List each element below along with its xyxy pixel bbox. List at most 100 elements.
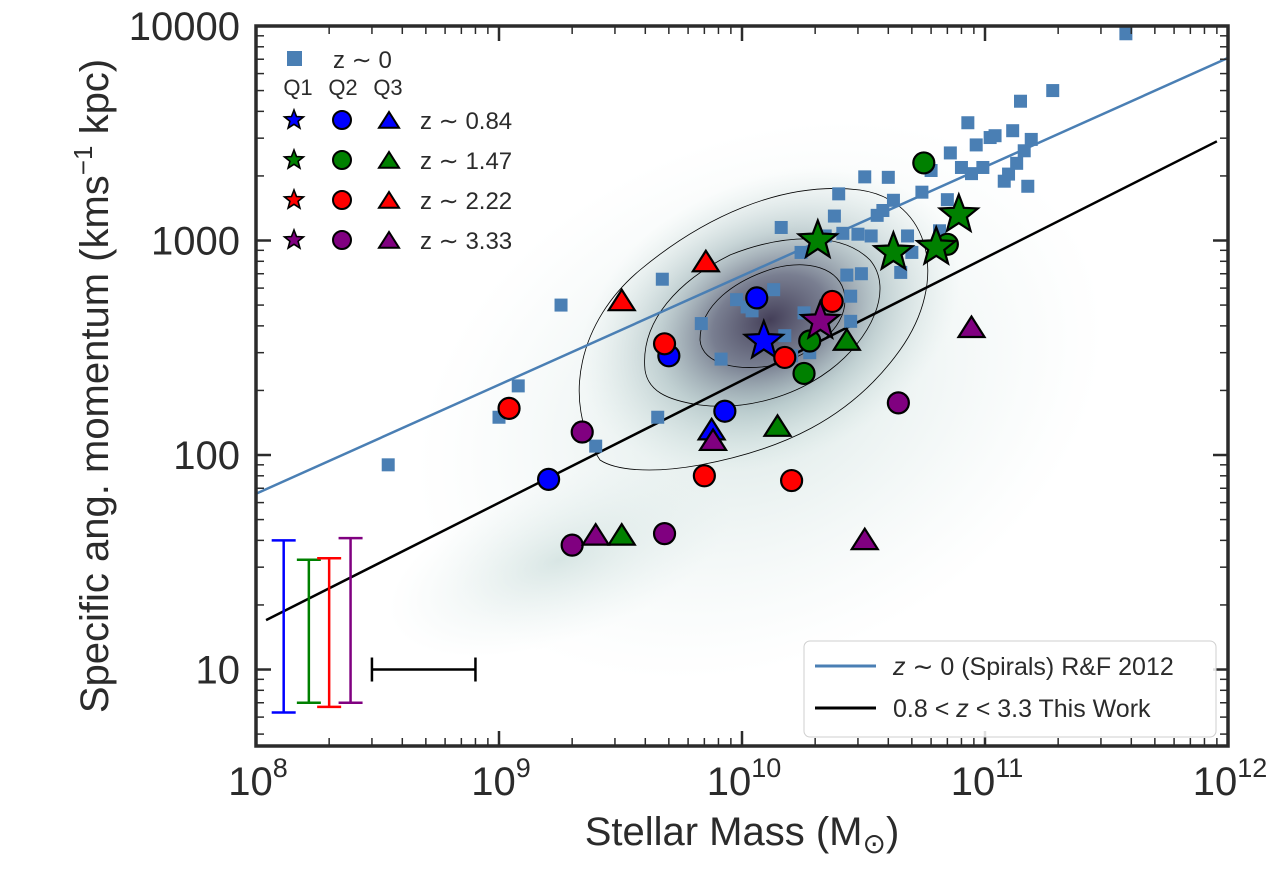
legend-line-work-italic: z: [955, 695, 969, 723]
legend-circle-icon: [332, 110, 352, 130]
legend-z0-label: z ∼ 0: [333, 47, 392, 74]
z0-point: [954, 160, 968, 174]
x-tick-base: 10: [471, 760, 516, 804]
x-tick-exp: 10: [751, 753, 781, 783]
x-axis-label-end: ): [886, 810, 899, 854]
z0-point: [511, 379, 525, 393]
z0-point: [881, 170, 895, 184]
z0-point: [554, 298, 568, 312]
z0-point: [694, 317, 708, 331]
legend-line-label-z0: z ∼ 0 (Spirals) R&F 2012: [892, 653, 1174, 681]
legend-line-work-pre: 0.8 <: [893, 695, 956, 723]
q2-circle-point: [886, 391, 910, 415]
y-tick-label: 10000: [129, 5, 240, 49]
q2-circle-point: [820, 289, 844, 314]
legend-star-icon: [282, 147, 306, 170]
legend-lines-box: [803, 640, 1217, 738]
x-tick-label: 1011: [951, 753, 1024, 804]
z0-point: [901, 229, 915, 243]
y-tick-labels: 10 100 1000 10000: [129, 5, 240, 693]
q2-circle-point: [780, 468, 804, 493]
x-axis-label-main: Stellar Mass (M: [585, 810, 863, 854]
y-axis-label-sup: −1: [68, 146, 98, 176]
z0-point: [1002, 167, 1016, 181]
z0-point: [1119, 27, 1133, 41]
z0-point: [858, 170, 872, 184]
z0-point: [886, 193, 900, 207]
y-axis-label: Specific ang. momentum (kms−1 kpc): [68, 59, 117, 713]
q2-circle-point: [497, 396, 521, 420]
q2-circle-point: [912, 151, 936, 175]
q1-star-point: [795, 217, 840, 260]
q3-triangle-point: [831, 327, 862, 351]
z0-point: [1021, 179, 1035, 193]
z0-point: [1024, 132, 1038, 146]
x-axis-label-sub: ⊙: [863, 828, 886, 859]
x-tick-exp: 9: [516, 753, 531, 783]
legend-line-z0-post: (Spirals) R&F 2012: [954, 653, 1174, 681]
x-tick-base: 10: [707, 760, 752, 804]
z0-point: [836, 226, 850, 240]
legend-triangle-icon: [377, 150, 401, 169]
legend-line-work-post: < 3.3 This Work: [969, 695, 1151, 723]
legend-circle-icon: [332, 230, 352, 250]
legend-z0-marker: [287, 51, 302, 66]
q3-triangle-point: [606, 522, 637, 546]
x-tick-label: 108: [228, 753, 288, 804]
series-points: [497, 151, 987, 557]
x-tick-labels: 108 109 1010 1011 1012: [228, 753, 1267, 804]
z0-point: [965, 167, 979, 181]
legend-row-label: z ∼ 0.84: [420, 108, 512, 135]
y-axis-label-pre: Specific ang. momentum (kms: [73, 175, 117, 713]
q1-star-point: [798, 298, 843, 341]
x-tick-base: 10: [1193, 760, 1238, 804]
z0-point: [851, 227, 865, 241]
legend-header-q1: Q1: [283, 75, 312, 100]
y-axis-label-post: kpc): [73, 59, 117, 146]
ticks: [254, 24, 1230, 746]
fit-line-0: [256, 56, 1228, 495]
z0-point: [827, 209, 841, 223]
q2-circle-point: [692, 464, 716, 488]
z0-point: [794, 245, 808, 259]
z0-point: [774, 220, 788, 234]
plot-area: [256, 27, 1228, 714]
legend-triangle-icon: [377, 110, 401, 129]
x-tick-label: 1012: [1193, 753, 1268, 804]
legend-line-z0-mid: ∼ 0: [906, 653, 955, 681]
q3-triangle-point: [580, 522, 611, 546]
legend-header-q2: Q2: [328, 75, 357, 100]
legend-circle-icon: [332, 190, 352, 210]
legend-lines: z ∼ 0 (Spirals) R&F 2012 0.8 < z < 3.3 T…: [803, 640, 1217, 738]
z0-point: [381, 458, 395, 472]
x-tick-exp: 11: [995, 753, 1023, 783]
legend-line-z0-italic: z: [892, 653, 906, 681]
legend-row-label: z ∼ 3.33: [420, 228, 512, 255]
z0-point: [840, 268, 854, 282]
z0-point: [1017, 144, 1031, 158]
z0-points: [381, 27, 1133, 472]
z0-point: [589, 439, 603, 453]
q1-star-point: [871, 229, 916, 272]
z0-point: [854, 267, 868, 281]
q3-triangle-point: [849, 526, 880, 551]
q2-circle-point: [713, 399, 737, 423]
q1-star-point: [914, 224, 959, 266]
z0-point: [961, 116, 975, 130]
legend-line-label-work: 0.8 < z < 3.3 This Work: [893, 695, 1151, 723]
q1-star-point: [936, 191, 981, 234]
legend-star-icon: [282, 227, 306, 250]
z0-point: [894, 265, 908, 279]
q3-triangle-point: [606, 287, 637, 312]
x-tick-exp: 8: [273, 753, 288, 783]
q3-triangle-point: [956, 314, 987, 339]
legend-row-label: z ∼ 1.47: [420, 148, 512, 175]
legend-triangle-icon: [377, 190, 401, 209]
legend-row-label: z ∼ 2.22: [420, 188, 512, 215]
fit-line-1: [265, 140, 1218, 622]
q2-circle-point: [537, 467, 561, 491]
x-tick-label: 1010: [707, 753, 782, 804]
legend-triangle-icon: [377, 230, 401, 249]
